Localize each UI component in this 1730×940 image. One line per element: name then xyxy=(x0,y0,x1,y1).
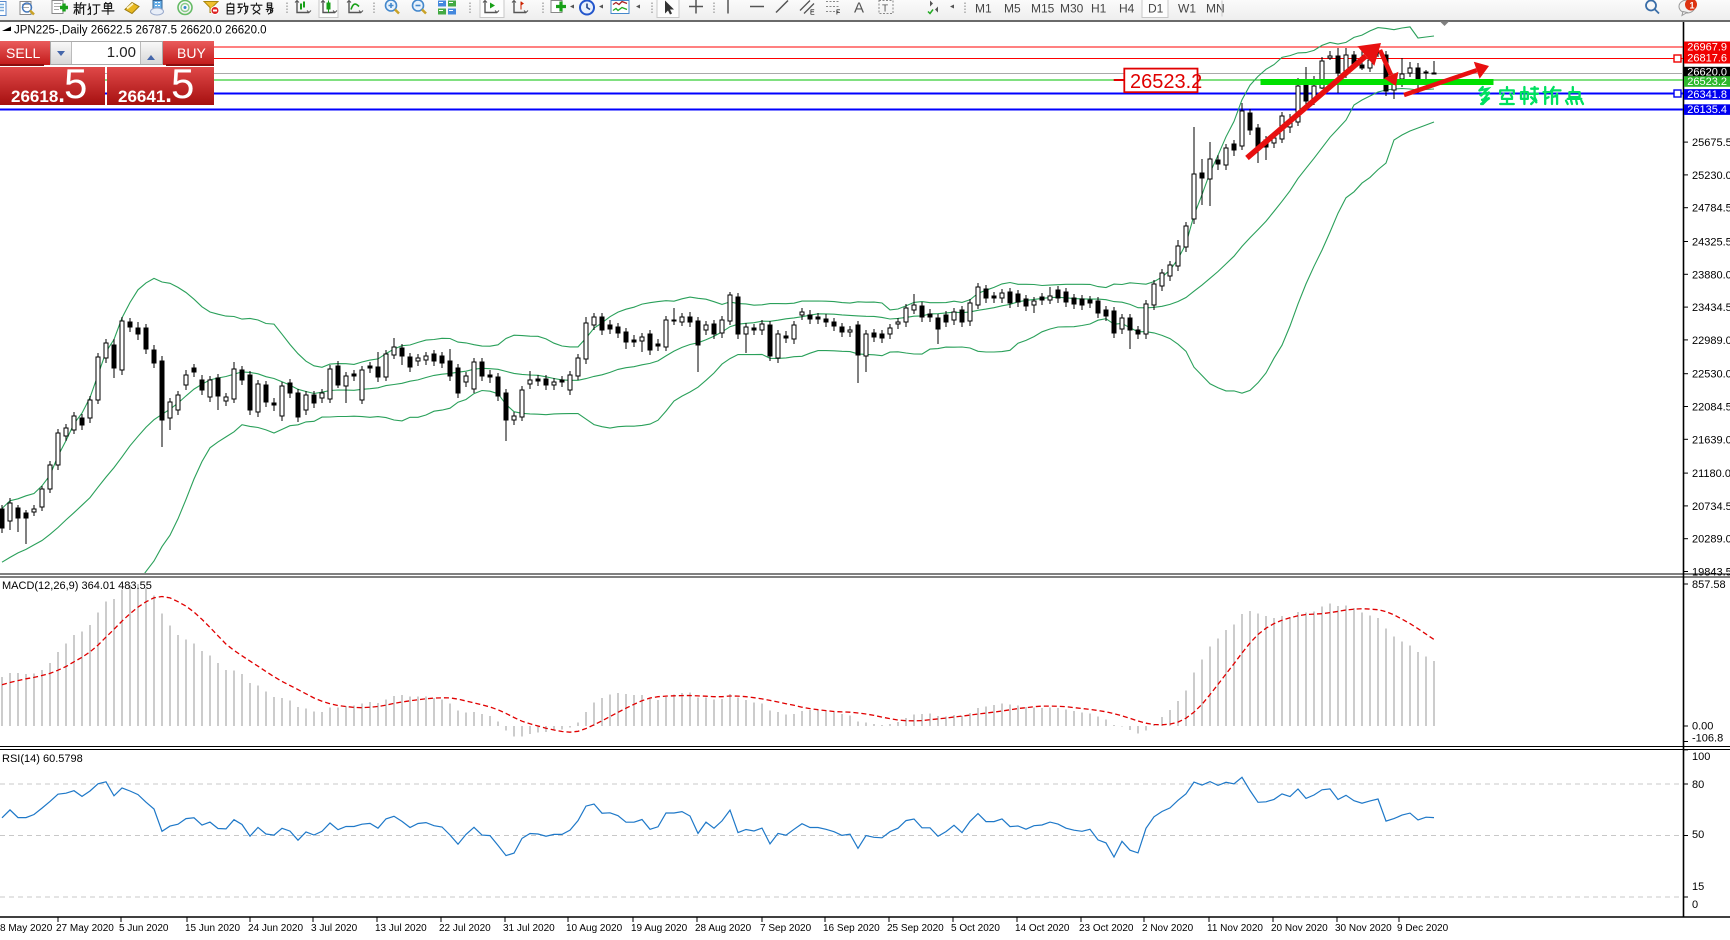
svg-text:26967.9: 26967.9 xyxy=(1687,42,1727,54)
svg-text:15: 15 xyxy=(1692,881,1704,893)
svg-text:D1: D1 xyxy=(1148,2,1164,16)
svg-text:3 Jul 2020: 3 Jul 2020 xyxy=(311,923,358,934)
svg-text:25230.0: 25230.0 xyxy=(1692,170,1730,182)
svg-text:23434.5: 23434.5 xyxy=(1692,302,1730,314)
svg-text:-106.8: -106.8 xyxy=(1692,733,1723,745)
svg-text:24784.5: 24784.5 xyxy=(1692,203,1730,215)
svg-text:50: 50 xyxy=(1692,829,1704,841)
svg-text:7 Sep 2020: 7 Sep 2020 xyxy=(760,923,812,934)
svg-text:MACD(12,26,9) 364.01 483.55: MACD(12,26,9) 364.01 483.55 xyxy=(2,580,152,592)
svg-text:16 Sep 2020: 16 Sep 2020 xyxy=(823,923,880,934)
svg-text:13 Jul 2020: 13 Jul 2020 xyxy=(375,923,427,934)
svg-text:2 Nov 2020: 2 Nov 2020 xyxy=(1142,923,1194,934)
svg-text:26523.2: 26523.2 xyxy=(1687,76,1727,88)
svg-text:MN: MN xyxy=(1206,2,1225,16)
svg-text:26341.8: 26341.8 xyxy=(1687,89,1727,101)
svg-text:9 Dec 2020: 9 Dec 2020 xyxy=(1397,923,1449,934)
svg-text:M1: M1 xyxy=(975,2,992,16)
svg-text:5 Jun 2020: 5 Jun 2020 xyxy=(119,923,169,934)
svg-text:26620.0: 26620.0 xyxy=(1687,67,1727,79)
svg-text:A: A xyxy=(854,0,864,17)
svg-text:E: E xyxy=(810,10,815,17)
svg-text:19 Aug 2020: 19 Aug 2020 xyxy=(631,923,688,934)
svg-text:W1: W1 xyxy=(1178,2,1196,16)
svg-text:80: 80 xyxy=(1692,779,1704,791)
svg-text:25675.5: 25675.5 xyxy=(1692,137,1730,149)
svg-text:20 Nov 2020: 20 Nov 2020 xyxy=(1271,923,1328,934)
svg-text:19843.5: 19843.5 xyxy=(1692,567,1730,579)
svg-text:M5: M5 xyxy=(1004,2,1021,16)
svg-text:22530.0: 22530.0 xyxy=(1692,369,1730,381)
svg-text:11 Nov 2020: 11 Nov 2020 xyxy=(1207,923,1263,934)
svg-text:24 Jun 2020: 24 Jun 2020 xyxy=(248,923,303,934)
svg-text:22 Jul 2020: 22 Jul 2020 xyxy=(439,923,491,934)
svg-text:T: T xyxy=(882,4,888,15)
svg-text:26817.6: 26817.6 xyxy=(1687,53,1727,65)
svg-text:21639.0: 21639.0 xyxy=(1692,434,1730,446)
svg-text:M30: M30 xyxy=(1060,2,1084,16)
svg-text:22989.0: 22989.0 xyxy=(1692,335,1730,347)
svg-text:20734.5: 20734.5 xyxy=(1692,501,1730,513)
svg-text:1: 1 xyxy=(1690,1,1695,11)
svg-text:14 Oct 2020: 14 Oct 2020 xyxy=(1015,923,1070,934)
svg-text:5 Oct 2020: 5 Oct 2020 xyxy=(951,923,1000,934)
svg-text:31 Jul 2020: 31 Jul 2020 xyxy=(503,923,555,934)
svg-text:10 Aug 2020: 10 Aug 2020 xyxy=(566,923,623,934)
svg-text:M15: M15 xyxy=(1031,2,1055,16)
svg-text:21180.0: 21180.0 xyxy=(1692,468,1730,480)
svg-text:23880.0: 23880.0 xyxy=(1692,269,1730,281)
svg-text:25 Sep 2020: 25 Sep 2020 xyxy=(887,923,944,934)
svg-text:20289.0: 20289.0 xyxy=(1692,534,1730,546)
svg-text:RSI(14) 60.5798: RSI(14) 60.5798 xyxy=(2,753,83,765)
svg-text:30 Nov 2020: 30 Nov 2020 xyxy=(1335,923,1392,934)
svg-text:857.58: 857.58 xyxy=(1692,579,1726,591)
svg-text:22084.5: 22084.5 xyxy=(1692,402,1730,414)
svg-text:23 Oct 2020: 23 Oct 2020 xyxy=(1079,923,1134,934)
svg-text:0: 0 xyxy=(1692,899,1698,911)
svg-text:100: 100 xyxy=(1692,751,1710,763)
svg-text:H1: H1 xyxy=(1091,2,1107,16)
svg-text:27 May 2020: 27 May 2020 xyxy=(56,923,114,934)
svg-text:24325.5: 24325.5 xyxy=(1692,237,1730,249)
svg-text:F: F xyxy=(836,10,840,17)
svg-text:26135.4: 26135.4 xyxy=(1687,104,1727,116)
svg-text:H4: H4 xyxy=(1119,2,1135,16)
svg-text:8 May 2020: 8 May 2020 xyxy=(0,923,53,934)
svg-text:JPN225-,Daily 26622.5 26787.5: JPN225-,Daily 26622.5 26787.5 26620.0 26… xyxy=(14,25,267,37)
svg-text:0.00: 0.00 xyxy=(1692,721,1713,733)
svg-text:28 Aug 2020: 28 Aug 2020 xyxy=(695,923,752,934)
svg-text:26523.2: 26523.2 xyxy=(1130,71,1202,93)
svg-text:15 Jun 2020: 15 Jun 2020 xyxy=(185,923,240,934)
